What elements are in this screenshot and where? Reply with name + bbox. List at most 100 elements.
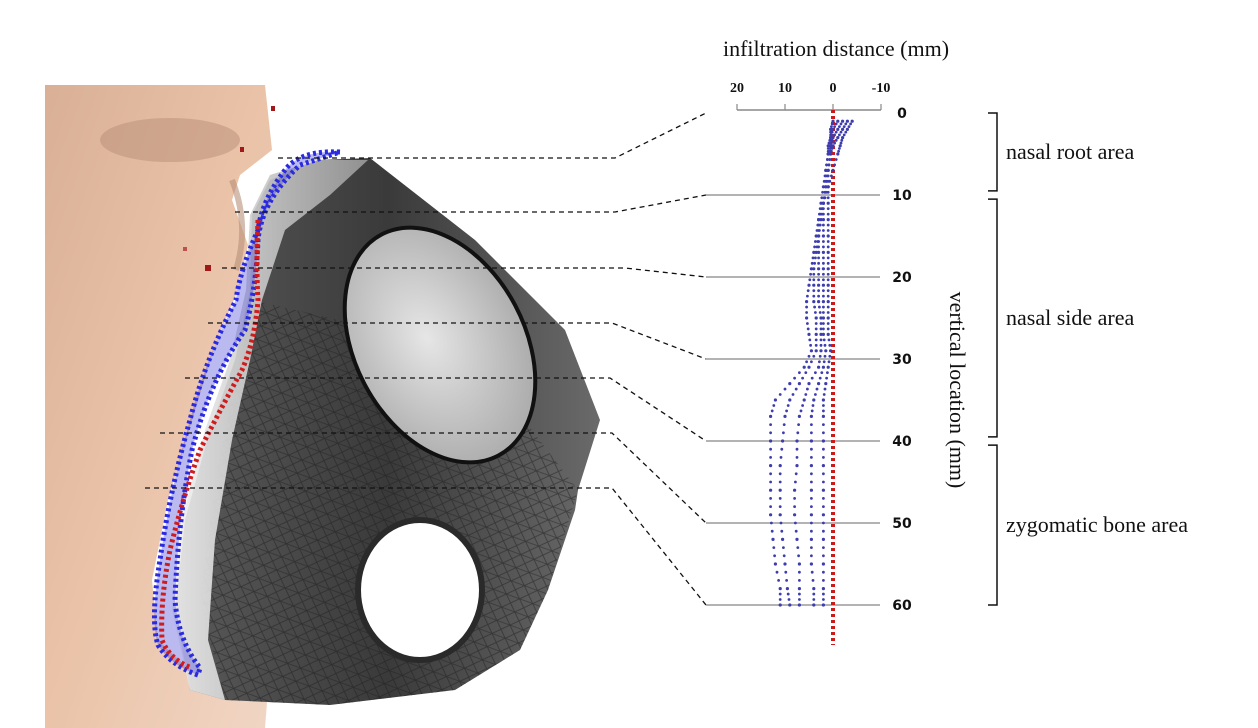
data-point	[822, 456, 825, 459]
data-point	[812, 398, 816, 402]
data-point	[810, 554, 813, 558]
data-point	[825, 163, 828, 167]
data-point	[814, 322, 818, 325]
data-point	[786, 592, 790, 596]
data-point	[841, 119, 845, 123]
data-point	[830, 125, 833, 129]
data-point	[842, 133, 846, 137]
data-point	[812, 603, 816, 607]
data-point	[822, 245, 825, 249]
data-point	[819, 316, 823, 320]
data-point	[796, 431, 800, 435]
x-tick-label: -10	[872, 81, 891, 96]
data-point	[814, 393, 817, 396]
data-point	[821, 537, 826, 542]
data-point	[834, 158, 838, 161]
data-point	[809, 267, 814, 271]
data-point	[818, 360, 821, 364]
face-mask-illustration	[45, 85, 600, 728]
data-point	[819, 322, 823, 325]
data-point	[769, 423, 772, 426]
data-point	[826, 144, 830, 148]
landmark-marker	[183, 247, 187, 251]
data-point	[826, 289, 830, 293]
data-point	[779, 456, 783, 459]
data-point	[822, 570, 825, 574]
data-point	[817, 382, 821, 386]
data-point	[812, 300, 816, 304]
data-point	[814, 256, 817, 260]
data-point	[794, 480, 797, 484]
leader-line	[160, 432, 707, 524]
data-point	[822, 447, 825, 451]
data-point	[797, 382, 802, 386]
data-point	[817, 300, 821, 304]
data-point	[808, 338, 812, 342]
data-point	[795, 464, 799, 468]
data-point	[769, 497, 772, 500]
data-point	[791, 393, 795, 396]
data-point	[817, 283, 821, 287]
data-point	[826, 201, 830, 205]
data-point	[826, 311, 830, 314]
data-point	[824, 349, 828, 353]
data-point	[822, 554, 825, 558]
data-point	[802, 398, 806, 402]
data-point	[829, 133, 832, 137]
data-point	[824, 185, 828, 189]
data-point	[778, 513, 782, 517]
data-point	[820, 196, 824, 200]
data-point	[826, 234, 830, 238]
data-point	[797, 587, 802, 591]
data-point	[823, 354, 827, 358]
data-point	[814, 349, 818, 353]
data-point	[812, 354, 816, 358]
data-point	[783, 562, 787, 566]
leader-line	[278, 112, 707, 159]
data-point	[769, 472, 772, 476]
data-point	[839, 130, 843, 134]
data-point	[829, 127, 833, 131]
leader-line	[208, 322, 707, 360]
data-point	[814, 234, 818, 238]
data-point	[778, 393, 782, 396]
data-point	[817, 223, 820, 227]
data-point	[811, 256, 815, 260]
data-point	[826, 267, 830, 271]
data-point	[809, 562, 814, 566]
data-point	[795, 456, 799, 459]
data-point	[826, 185, 830, 189]
data-point	[778, 598, 782, 601]
data-point	[802, 365, 806, 369]
region-bracket	[988, 444, 998, 606]
data-point	[823, 190, 827, 194]
data-point	[814, 240, 817, 243]
data-point	[814, 332, 818, 336]
data-point	[817, 245, 820, 249]
data-point	[817, 250, 821, 254]
data-point	[779, 521, 783, 525]
data-point	[780, 447, 784, 451]
data-point	[822, 404, 825, 407]
data-point	[836, 119, 840, 123]
data-point	[817, 278, 820, 282]
data-point	[813, 305, 816, 309]
data-point	[833, 141, 836, 145]
data-point	[829, 136, 833, 140]
data-point	[836, 152, 840, 156]
data-point	[794, 529, 798, 533]
data-point	[795, 439, 799, 443]
data-point	[810, 529, 813, 533]
data-point	[805, 311, 808, 314]
data-point	[822, 327, 825, 331]
data-point	[826, 322, 830, 325]
data-point	[827, 163, 831, 167]
data-point	[812, 598, 816, 601]
data-point	[822, 409, 825, 413]
y-tick-label: 20	[892, 270, 912, 286]
data-point	[819, 327, 823, 331]
data-point	[826, 300, 830, 304]
data-point	[810, 505, 813, 508]
data-point	[826, 305, 830, 309]
data-point	[826, 371, 829, 375]
